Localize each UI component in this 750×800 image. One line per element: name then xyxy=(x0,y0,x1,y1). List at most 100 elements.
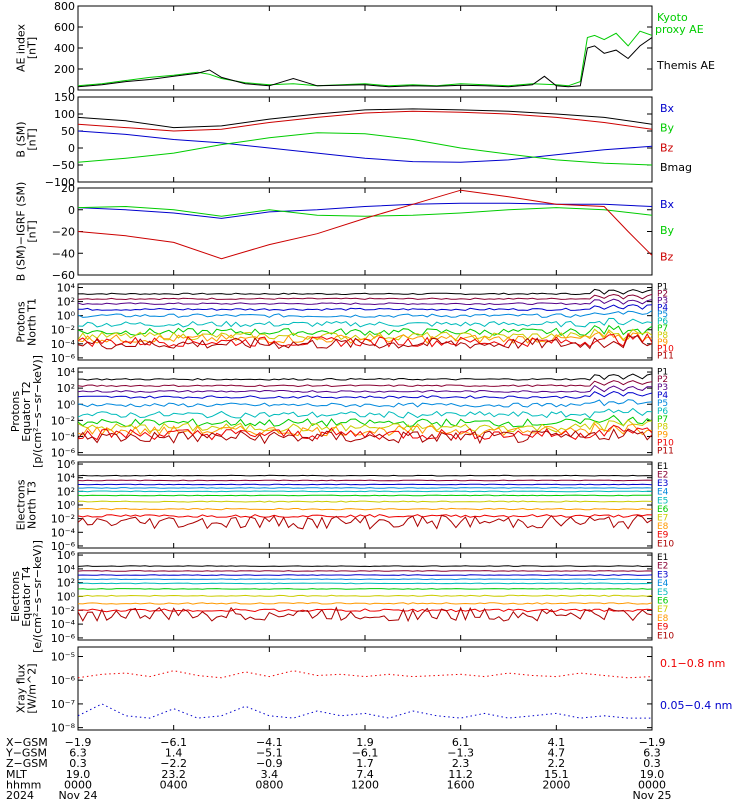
legend-label: P1 xyxy=(657,367,668,377)
footer-value: 0800 xyxy=(255,778,283,791)
legend-label: E10 xyxy=(657,539,674,549)
legend-label: E2 xyxy=(657,562,668,572)
footer-row-label: hhmm xyxy=(6,778,41,791)
legend-label: P4 xyxy=(657,391,668,401)
series-line-bz xyxy=(78,110,652,132)
y-tick-label: 10⁰ xyxy=(57,398,76,411)
footer-value: −4.1 xyxy=(256,736,283,749)
legend-label: P8 xyxy=(657,331,668,341)
legend-label: P8 xyxy=(657,423,668,433)
y-tick-label: 200 xyxy=(54,63,75,76)
y-tick-label: 10⁻⁸ xyxy=(51,722,76,735)
y-tick-label: 10⁻² xyxy=(51,604,75,617)
y-tick-label: 10⁰ xyxy=(57,499,76,512)
series-line-0-1-0-8-nm xyxy=(78,670,652,679)
channel-line-e6 xyxy=(78,588,652,590)
footer-value: 23.2 xyxy=(161,768,186,781)
legend-label: proxy AE xyxy=(655,23,704,36)
legend-label: P6 xyxy=(657,407,668,417)
panel-frame xyxy=(77,367,653,456)
channel-line-e7 xyxy=(78,594,652,597)
y-axis-label: [nT] xyxy=(26,220,39,242)
channel-line-p6 xyxy=(78,407,652,419)
footer-value: 1200 xyxy=(351,778,379,791)
legend-label: E2 xyxy=(657,470,668,480)
panel-data xyxy=(78,288,652,350)
series-line-bmag xyxy=(78,108,652,129)
footer-value: 1.4 xyxy=(165,747,183,760)
footer-value: 2.3 xyxy=(452,757,470,770)
series-line-by xyxy=(78,205,652,217)
y-tick-label: 10⁴ xyxy=(57,563,76,576)
legend-label: By xyxy=(660,224,675,237)
footer-value: −6.1 xyxy=(352,747,379,760)
y-axis-label: B (SM)−IGRF (SM) xyxy=(15,182,28,282)
legend-label: E8 xyxy=(657,614,669,624)
footer-row-label: Z−GSM xyxy=(6,757,48,770)
channel-line-p4 xyxy=(78,304,652,311)
legend-label: Bx xyxy=(660,198,675,211)
channel-line-e4 xyxy=(78,578,652,581)
y-tick-label: 10⁶ xyxy=(57,458,76,471)
channel-line-p8 xyxy=(78,419,652,433)
y-tick-label: 10⁻⁶ xyxy=(51,674,76,687)
y-axis-label: Xray flux xyxy=(15,663,28,713)
panel-legend: Bx By Bz Bmag xyxy=(660,102,692,174)
channel-line-e7 xyxy=(78,500,652,503)
y-tick-label: 10² xyxy=(57,485,75,498)
y-tick-label: 10⁻⁶ xyxy=(51,447,76,460)
channel-line-e8 xyxy=(78,602,652,605)
y-axis-label: Electrons xyxy=(9,571,22,622)
legend-label: P2 xyxy=(657,289,668,299)
y-axis-label: Protons xyxy=(15,301,28,342)
y-tick-label: 10⁶ xyxy=(57,549,76,562)
footer-row-label: X−GSM xyxy=(6,736,48,749)
y-tick-label: −100 xyxy=(45,176,75,189)
channel-line-e1 xyxy=(78,565,652,568)
panel-electrons-equator: 10⁻⁶10⁻⁴10⁻²10⁰10²10⁴10⁶ElectronsEquator… xyxy=(9,540,674,653)
y-tick-label: 10⁻⁵ xyxy=(51,650,75,663)
channel-line-p1 xyxy=(78,373,652,381)
legend-label: P7 xyxy=(657,415,668,425)
channel-line-p11 xyxy=(78,335,652,350)
legend-label: E3 xyxy=(657,479,668,489)
y-tick-label: 10⁰ xyxy=(57,310,76,323)
footer-value: Nov 25 xyxy=(633,789,672,800)
legend-label: E9 xyxy=(657,531,669,541)
series-line-themis-ae xyxy=(78,37,652,88)
channel-line-p1 xyxy=(78,288,652,296)
footer-value: 4.1 xyxy=(548,736,566,749)
y-axis-label: Electrons xyxy=(15,479,28,530)
y-axis-label: Equator T2 xyxy=(20,381,33,441)
y-tick-label: 0 xyxy=(68,204,75,217)
y-tick-label: 10² xyxy=(57,382,75,395)
panel-data xyxy=(78,565,652,623)
channel-line-e8 xyxy=(78,507,652,511)
series-line-bx xyxy=(78,130,652,163)
panel-bigrf: −60 −40 −20 0 20 B (SM)−IGRF (SM)[nT] Bx By Bz xyxy=(15,182,675,282)
y-tick-label: 10⁻² xyxy=(51,324,75,337)
legend-label: P2 xyxy=(657,375,668,385)
y-tick-label: 10⁻² xyxy=(51,513,75,526)
legend-label: Bmag xyxy=(660,161,692,174)
channel-line-e5 xyxy=(78,490,652,493)
y-tick-label: 600 xyxy=(54,21,75,34)
footer-value: 3.4 xyxy=(261,768,279,781)
footer-value: 19.0 xyxy=(66,768,91,781)
panel-legend: 0.1−0.8 nm 0.05−0.4 nm xyxy=(660,657,732,712)
y-tick-label: 10⁻⁴ xyxy=(51,618,76,631)
footer-value: 15.1 xyxy=(544,768,569,781)
y-axis-label: AE index xyxy=(15,23,28,72)
panel-data xyxy=(78,373,652,445)
legend-label: E9 xyxy=(657,623,669,633)
legend-label: E5 xyxy=(657,496,668,506)
channel-line-p7 xyxy=(78,324,652,336)
y-axis-label: [p/(cm²−s−sr−keV)] xyxy=(31,355,44,468)
channel-line-e9 xyxy=(78,608,652,613)
y-tick-label: 20 xyxy=(61,182,75,195)
legend-label: E4 xyxy=(657,579,669,589)
